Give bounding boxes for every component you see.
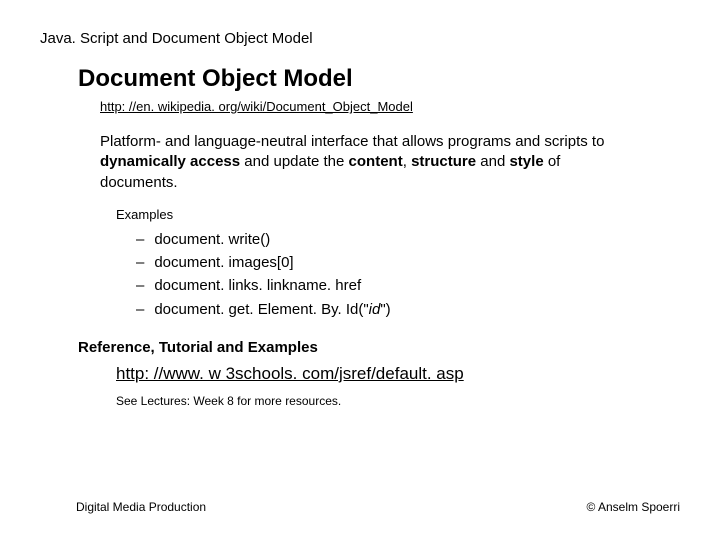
desc-bold-4: style: [509, 153, 543, 170]
desc-bold-1: dynamically access: [100, 153, 240, 170]
wikipedia-link[interactable]: http: //en. wikipedia. org/wiki/Document…: [100, 99, 680, 114]
desc-text-4: and: [476, 153, 509, 170]
example-text: document. links. linkname. href: [154, 274, 361, 297]
slide-footer: Digital Media Production © Anselm Spoerr…: [40, 500, 680, 514]
list-item: – document. get. Element. By. Id("id"): [136, 298, 680, 321]
example-text: document. images[0]: [154, 251, 293, 274]
bullet-dash: –: [136, 228, 144, 251]
w3schools-link[interactable]: http: //www. w 3schools. com/jsref/defau…: [116, 364, 680, 384]
footer-left: Digital Media Production: [76, 500, 206, 514]
examples-list: – document. write() – document. images[0…: [136, 228, 680, 321]
list-item: – document. write(): [136, 228, 680, 251]
desc-bold-3: structure: [411, 153, 476, 170]
page-title: Document Object Model: [78, 65, 680, 93]
see-lectures-note: See Lectures: Week 8 for more resources.: [116, 394, 680, 408]
desc-text-1: Platform- and language-neutral interface…: [100, 133, 604, 150]
examples-label: Examples: [116, 207, 680, 222]
reference-heading: Reference, Tutorial and Examples: [78, 339, 680, 356]
example-italic: id: [369, 301, 381, 318]
desc-bold-2: content: [349, 153, 403, 170]
example-prefix: document. get. Element. By. Id(": [154, 301, 368, 318]
slide-topic: Java. Script and Document Object Model: [40, 30, 680, 47]
bullet-dash: –: [136, 298, 144, 321]
footer-right: © Anselm Spoerri: [586, 500, 680, 514]
bullet-dash: –: [136, 274, 144, 297]
example-text: document. get. Element. By. Id("id"): [154, 298, 390, 321]
bullet-dash: –: [136, 251, 144, 274]
list-item: – document. images[0]: [136, 251, 680, 274]
list-item: – document. links. linkname. href: [136, 274, 680, 297]
desc-text-3: ,: [403, 153, 411, 170]
example-suffix: "): [380, 301, 390, 318]
desc-text-2: and update the: [240, 153, 348, 170]
example-text: document. write(): [154, 228, 270, 251]
description-paragraph: Platform- and language-neutral interface…: [100, 132, 640, 193]
